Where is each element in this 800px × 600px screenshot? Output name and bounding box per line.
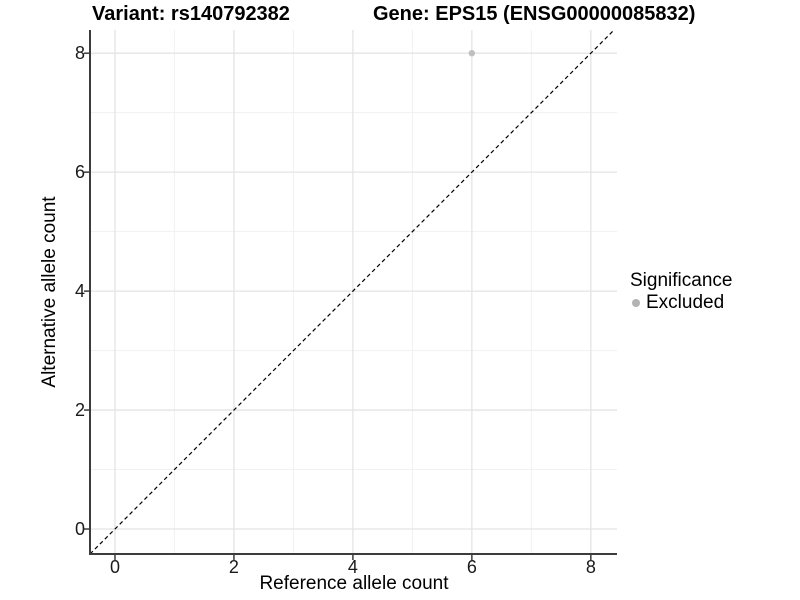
y-tick-label: 6 bbox=[75, 162, 85, 182]
legend: Significance Excluded bbox=[630, 270, 732, 313]
x-tick-label: 2 bbox=[229, 557, 239, 577]
variant-title: Variant: rs140792382 bbox=[92, 3, 290, 25]
x-tick-label: 8 bbox=[586, 557, 596, 577]
legend-item-label: Excluded bbox=[646, 292, 725, 313]
legend-key-dot bbox=[632, 298, 640, 307]
y-axis-label: Alternative allele count bbox=[39, 196, 60, 388]
identity-dashed-line bbox=[89, 29, 615, 555]
x-tick-label: 6 bbox=[467, 557, 477, 577]
gene-title: Gene: EPS15 (ENSG00000085832) bbox=[373, 3, 696, 25]
legend-item-excluded: Excluded bbox=[630, 292, 732, 313]
y-tick-label: 0 bbox=[75, 519, 85, 539]
y-tick-label: 8 bbox=[75, 43, 85, 63]
x-tick-label: 4 bbox=[348, 557, 358, 577]
y-tick-label: 2 bbox=[75, 400, 85, 420]
data-point bbox=[468, 49, 476, 57]
x-tick-label: 0 bbox=[110, 557, 120, 577]
x-axis-label: Reference allele count bbox=[259, 573, 449, 594]
legend-title: Significance bbox=[630, 270, 733, 291]
y-tick-label: 4 bbox=[75, 281, 85, 301]
